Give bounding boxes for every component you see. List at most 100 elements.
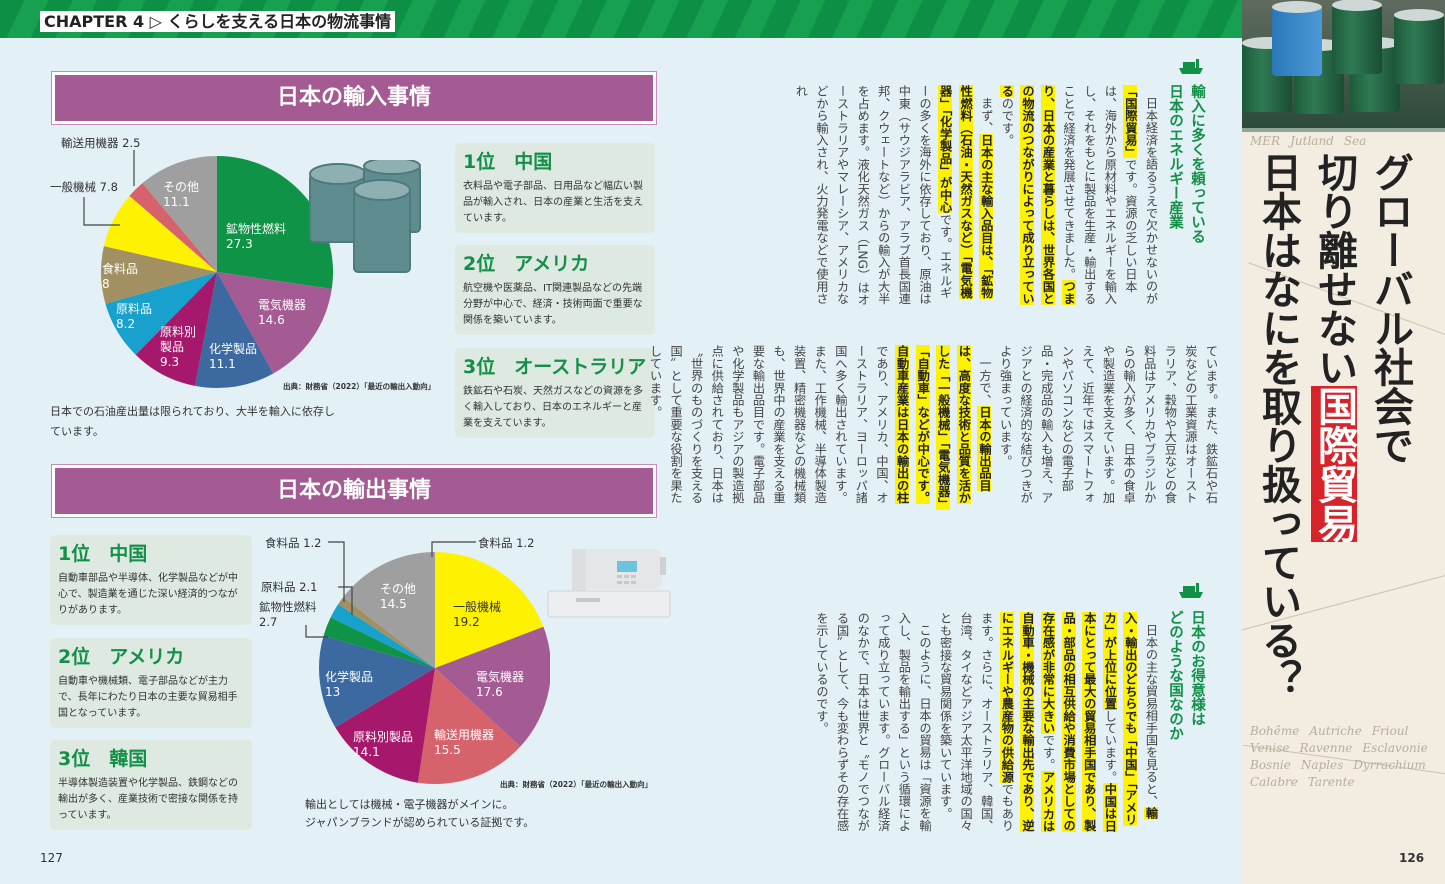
export-section-title: 日本の輸出事情: [51, 464, 657, 518]
map-label: Bosnie: [1250, 758, 1291, 772]
slice-label: 原料別製品 9.3: [160, 325, 196, 369]
rank-title: 1位 中国: [58, 543, 148, 565]
body-text: であり、アメリカ、中国、オーストラリア、ヨーロッパ諸国へ多く輸出されています。ま…: [647, 345, 889, 504]
rank-body: 自動車や機械類、電子部品などが主力で、長年にわたり日本の主要な貿易相手国となって…: [58, 676, 238, 719]
map-label: Tarente: [1307, 775, 1355, 789]
map-label: Jutland: [1290, 134, 1334, 148]
slice-label: その他 14.5: [380, 582, 416, 611]
map-label: Bohême: [1250, 724, 1300, 738]
map-labels-top: MER Jutland Sea: [1250, 134, 1440, 149]
export-rank-3: 3位 韓国 半導体製造装置や化学製品、鉄鋼などの輸出が多く、産業技術で密接な関係を…: [50, 740, 252, 830]
rank-title: 2位 アメリカ: [463, 253, 590, 275]
slice-label: 一般機械 19.2: [453, 599, 501, 629]
rank-title: 1位 中国: [463, 151, 553, 173]
article-heading-2: 日本のお得意様は どのような国なのか: [1164, 610, 1208, 760]
leader-line: [328, 541, 345, 602]
slice-label: その他 11.1: [163, 180, 199, 209]
slice-label: 食料品 8: [102, 261, 138, 291]
pie-slice-2: [417, 668, 521, 784]
article-paragraph: このように、日本の貿易は「資源を輸入し、製品を輸出する」という循環によって成り立…: [811, 612, 935, 834]
rank-body: 鉄鉱石や石炭、天然ガスなどの資源を多く輸入しており、日本のエネルギーと産業を支え…: [463, 386, 643, 429]
import-section-title: 日本の輸入事情: [51, 71, 657, 125]
map-label: Frioul: [1371, 724, 1409, 738]
leader-line: [431, 541, 476, 557]
pie-slice-6: [330, 604, 435, 668]
pie-slice-8: [343, 552, 435, 668]
leader-line: [305, 625, 328, 638]
map-label: MER: [1250, 134, 1281, 148]
chapter-label: CHAPTER 4 ▷ くらしを支える日本の物流事情: [40, 11, 396, 32]
heading-line: どのような国なのか: [1167, 610, 1183, 741]
slice-value: 14.1: [353, 745, 380, 759]
article-tier-1: 日本経済を語るうえで欠かせないのが「国際貿易」です。資源の乏しい日本は、海外から…: [790, 85, 1161, 307]
slice-label: 電気機器 17.6: [476, 669, 524, 699]
slice-value: 8.2: [116, 317, 135, 331]
body-text: しています。: [1102, 709, 1117, 783]
rank-body: 自動車部品や半導体、化学製品などが中心で、製造業を通じた深い経済的つながりがあり…: [58, 573, 238, 616]
rank-title: 2位 アメリカ: [58, 646, 185, 668]
slice-value: 27.3: [226, 237, 253, 251]
slice-label: 輸送用機器 15.5: [434, 727, 494, 757]
rank-body: 衣料品や電子部品、日用品など幅広い製品が輸入され、日本の産業と生活を支えています…: [463, 181, 644, 224]
article-tier-2: ています。また、鉄鉱石や石炭などの工業資源はオーストラリア、穀物や大豆などの食料…: [644, 345, 1221, 515]
body-text: 日本の主な貿易相手国を見ると、: [1144, 624, 1158, 808]
body-text: です。: [1041, 734, 1056, 771]
pie-slice-2: [194, 272, 274, 388]
slice-value: 14.6: [258, 313, 285, 327]
pie-slice-5: [101, 246, 217, 304]
rank-body: 航空機や医薬品、IT関連製品などの先端分野が中心で、経済・技術両面で重要な関係を…: [463, 283, 643, 326]
export-pie-chart: 一般機械 19.2 電気機器 17.6 輸送用機器 15.5 原料別製品 14.1 化学製品 13…: [305, 541, 550, 784]
import-outside-label-transport-equipment: 輸送用機器 2.5: [61, 136, 141, 150]
slice-value: 19.2: [453, 615, 480, 629]
pie-slice-1: [217, 272, 332, 374]
body-text: このように、日本の貿易は「資源を輸入し、製品を輸出する」という循環によって成り立…: [814, 612, 932, 832]
slice-value: 13: [325, 685, 340, 699]
map-label: Venise: [1250, 741, 1290, 755]
rank-title: 3位 オーストラリア: [463, 356, 647, 378]
rank-body: 半導体製造装置や化学製品、鉄鋼などの輸出が多く、産業技術で密接な関係を持っていま…: [58, 778, 238, 821]
export-caption-line-2: ジャパンブランドが認められている証拠です。: [305, 816, 535, 829]
map-labels-bottom: Bohême Autriche Frioul Venise Ravenne Esclavo…: [1250, 724, 1440, 790]
export-rank-1: 1位 中国自動車部品や半導体、化学製品などが中心で、製造業を通じた深い経済的つな…: [50, 535, 252, 625]
sewing-machine-illustration: [547, 549, 671, 618]
body-text: 一方で、: [977, 357, 992, 406]
slice-value: 9.3: [160, 355, 179, 369]
export-caption-line-1: 輸出としては機械・電子機器がメインに。: [305, 798, 514, 811]
export-outside-label-mineral-fuels-value: 2.7: [259, 615, 278, 629]
heading-line: 日本のエネルギー産業: [1167, 84, 1183, 229]
slice-label: 原料品 8.2: [116, 302, 152, 331]
body-text: です。資源の乏しい日本は、海外から原材料やエネルギーを輸入し、それをもとに製品を…: [1061, 85, 1138, 305]
heading-line: 日本のお得意様は: [1189, 610, 1205, 726]
slice-value: 8: [102, 277, 110, 291]
import-caption: 日本での石油産出量は限られており、大半を輸入に依存しています。: [50, 405, 335, 438]
import-source: 出典：財務省（2022）「最近の輸出入動向」: [283, 382, 436, 391]
article-paragraph: 日本経済を語るうえで欠かせないのが「国際貿易」です。資源の乏しい日本は、海外から…: [996, 85, 1161, 307]
import-outside-label-machinery: 一般機械 7.8: [50, 180, 118, 194]
slice-value: 14.5: [380, 597, 407, 611]
body-text: でもあります。さらに、オーストラリア、韓国、台湾、タイなどアジア太平洋地域の国々…: [938, 612, 1014, 832]
page-number-left: 127: [40, 851, 63, 865]
heading-line: 輸入に多くを頼っている: [1189, 84, 1205, 244]
pie-slice-3: [335, 668, 435, 783]
import-rank-3: 3位 オーストラリア鉄鉱石や石炭、天然ガスなどの資源を多く輸入しており、日本のエ…: [455, 348, 655, 438]
slice-value: 11.1: [209, 357, 236, 371]
leader-line: [338, 586, 353, 615]
import-rank-1: 1位 中国衣料品や電子部品、日用品など幅広い製品が輸入され、日本の産業と生活を支…: [455, 143, 655, 233]
pie-slice-1: [435, 626, 550, 747]
title-line-2: 切り離せない国際貿易: [1311, 152, 1357, 542]
body-text: です。エネルギーの多くを海外に依存しており、原油は中東（サウジアラビア、アラブ首…: [793, 85, 953, 306]
map-label: Esclavonie: [1362, 741, 1428, 755]
slice-label: 原料別製品 14.1: [353, 730, 413, 759]
pie-slice-5: [323, 617, 435, 668]
map-label: Sea: [1343, 134, 1367, 148]
export-rank-2: 2位 アメリカ自動車や機械類、電子部品などが主力で、長年にわたり日本の主要な貿易…: [50, 638, 252, 728]
export-outside-label-food-top: 食料品 1.2: [478, 536, 535, 550]
pie-slice-6: [103, 195, 217, 272]
map-label: Dyrrachium: [1353, 758, 1426, 772]
article-paragraph: ています。また、鉄鉱石や石炭などの工業資源はオーストラリア、穀物や大豆などの食料…: [994, 345, 1221, 515]
title-panel: MER Jutland Sea Bohême Autriche Frioul Venise…: [1242, 0, 1445, 884]
body-text: のです。: [999, 97, 1014, 147]
map-label: Autriche: [1309, 724, 1362, 738]
export-outside-label-food: 食料品 1.2: [265, 536, 322, 550]
